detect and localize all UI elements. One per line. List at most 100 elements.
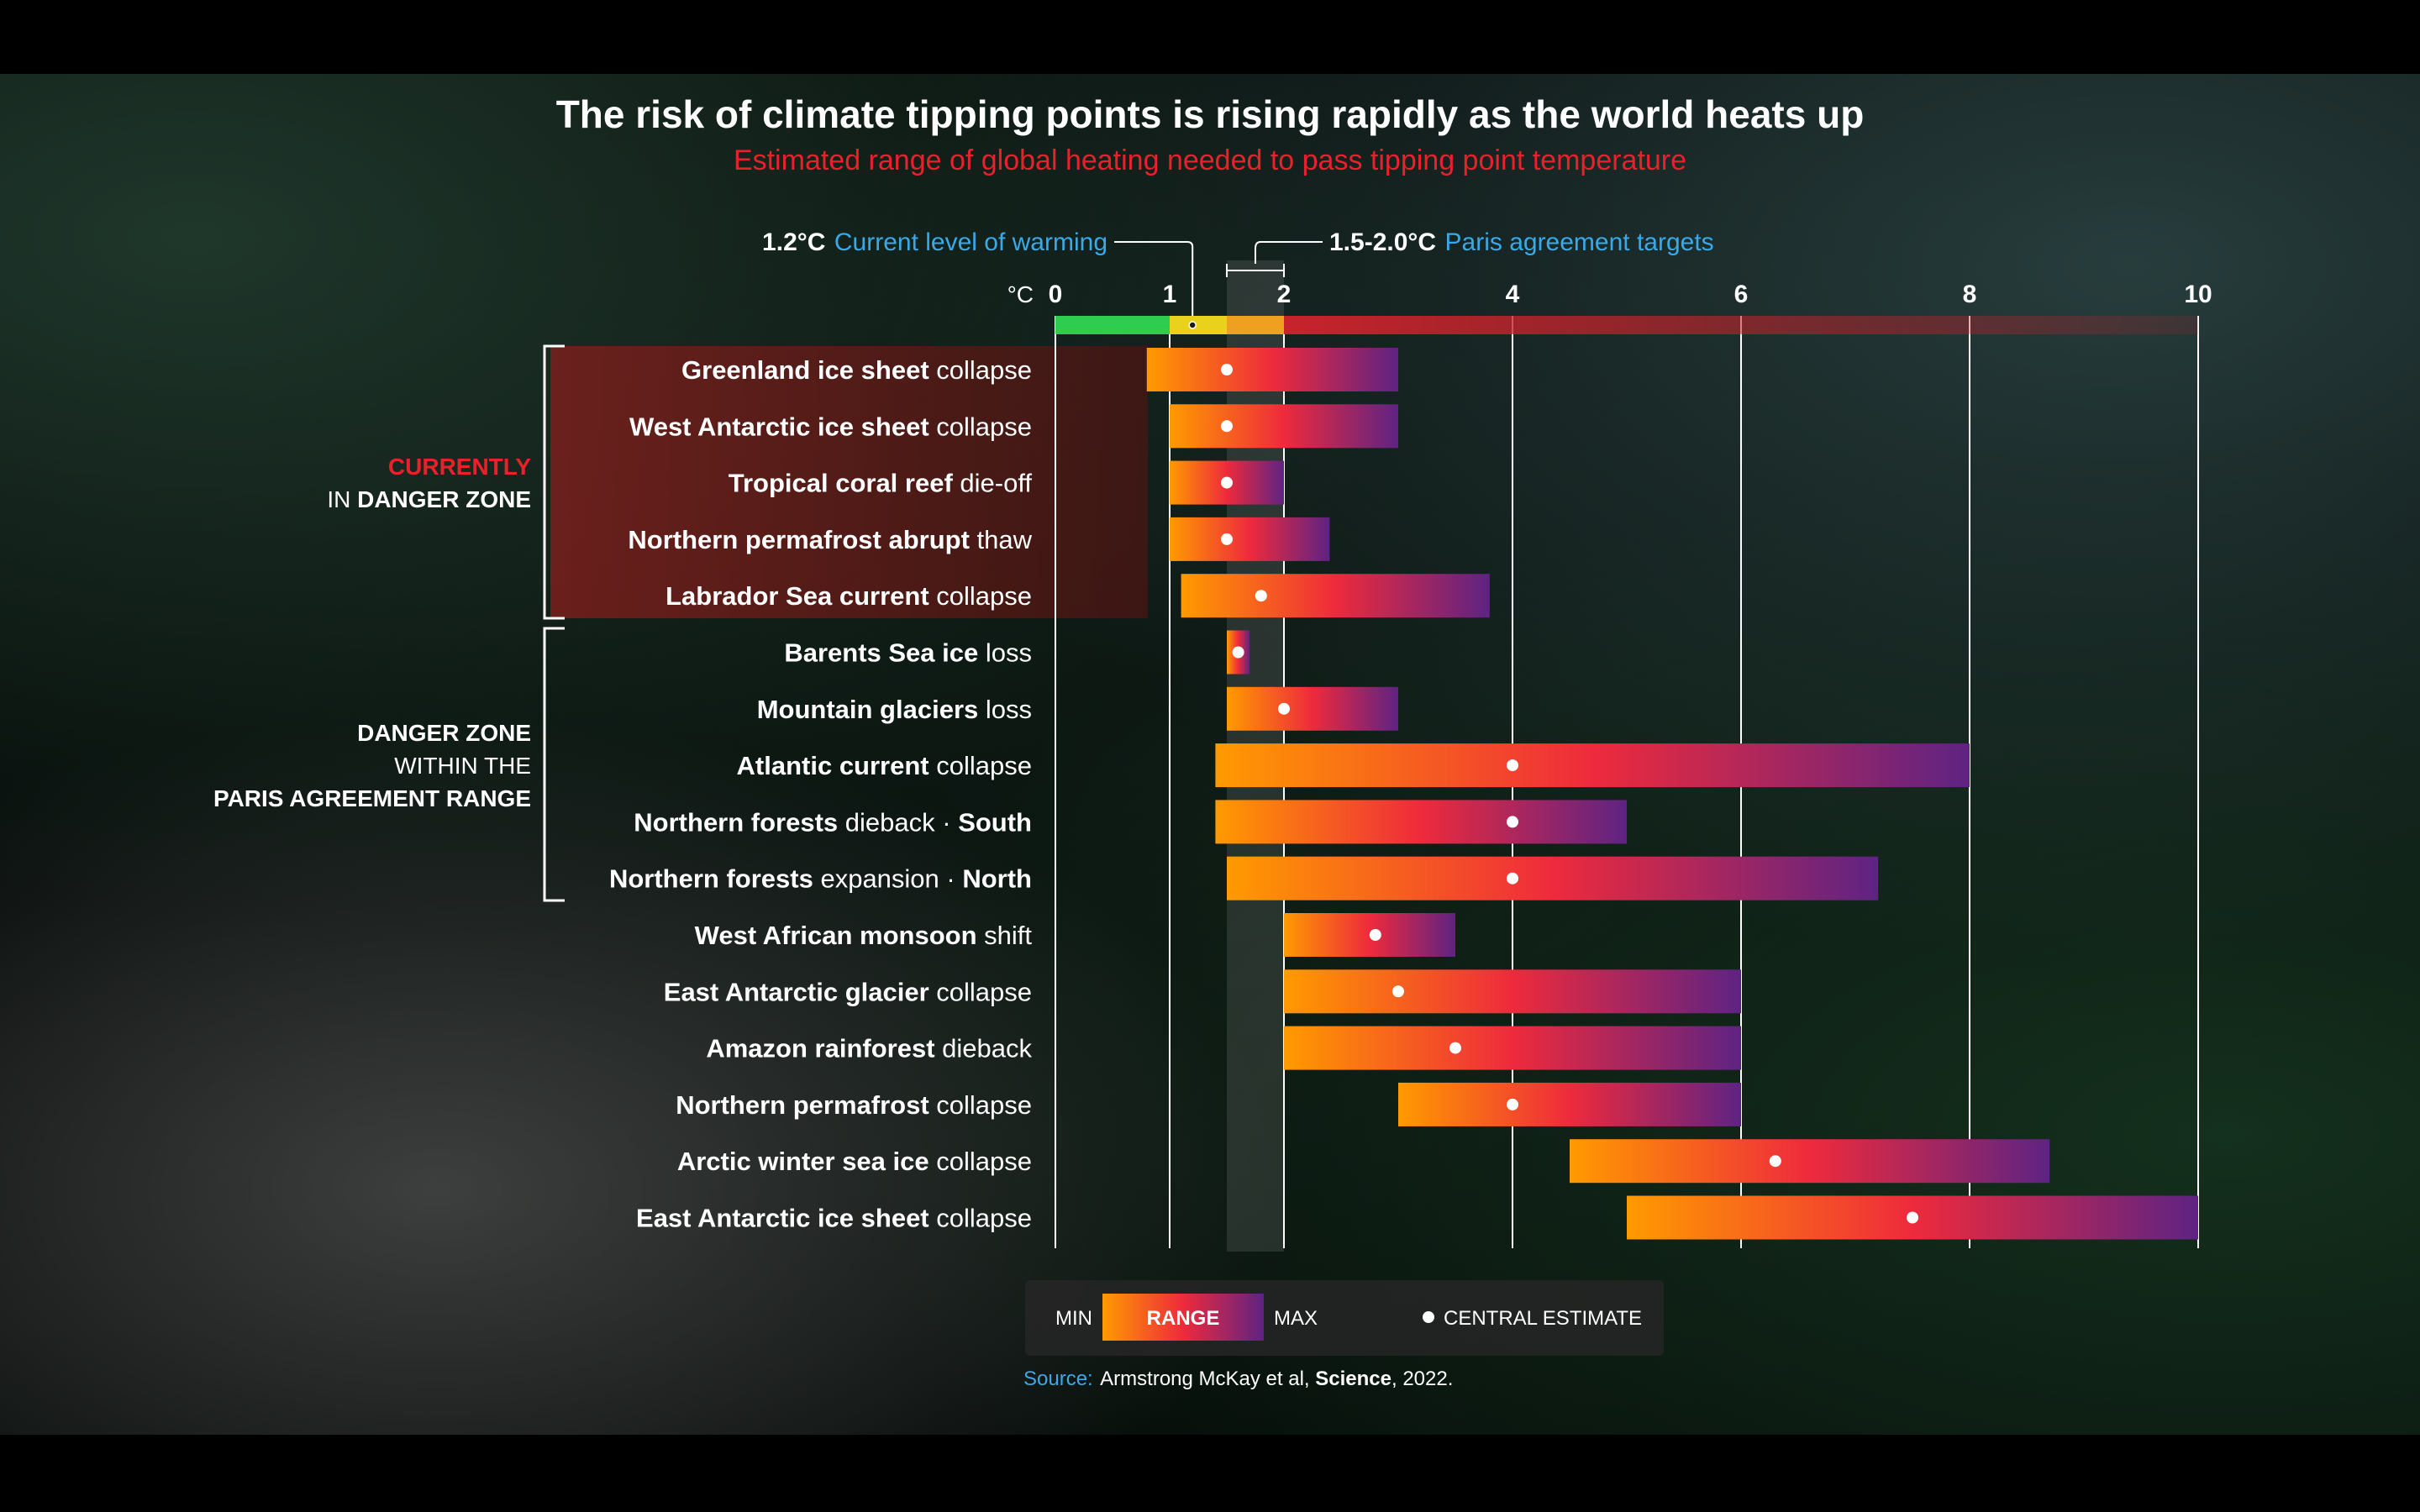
row-label-bold: Atlantic current	[737, 751, 929, 780]
row-label-rest: collapse	[929, 1147, 1032, 1176]
chart-title: The risk of climate tipping points is ri…	[556, 92, 1865, 136]
current-warming-text: Current level of warming	[834, 228, 1107, 256]
paris-group-bracket	[543, 627, 565, 902]
svg-text:CURRENTLY: CURRENTLY	[388, 454, 531, 480]
row-label: Atlantic current collapse	[737, 751, 1032, 780]
svg-text:1.2°C Current level of w: 1.2°C Current level of warming	[762, 228, 1107, 256]
row-label: Northern permafrost abrupt thaw	[628, 525, 1032, 554]
row-label: West Antarctic ice sheet collapse	[629, 412, 1032, 441]
current-danger-band	[550, 346, 1148, 618]
central-estimate-dot	[1232, 646, 1244, 659]
row-label-bold: Northern forests	[609, 864, 813, 894]
row-label: Barents Sea ice loss	[784, 638, 1032, 668]
legend-max: MAX	[1274, 1307, 1318, 1330]
group-paris-line3: PARIS AGREEMENT RANGE	[213, 785, 531, 811]
row-label: Northern permafrost collapse	[676, 1090, 1032, 1120]
current-group-bracket	[543, 344, 565, 620]
range-bar	[1227, 856, 1879, 900]
row-label-bold: West African monsoon	[695, 921, 977, 950]
row-label-rest: dieback	[935, 1034, 1033, 1063]
row-label: Northern forests expansion · North	[609, 864, 1032, 894]
central-estimate-dot	[1507, 759, 1518, 772]
axis-unit-label: °C	[1007, 281, 1034, 307]
row-label-rest: collapse	[929, 751, 1032, 780]
central-estimate-dot	[1507, 1098, 1518, 1110]
row-label: East Antarctic ice sheet collapse	[636, 1204, 1032, 1233]
row-label-bold: Northern permafrost abrupt	[628, 525, 969, 554]
paris-text: Paris agreement targets	[1445, 228, 1714, 256]
range-bar	[1227, 686, 1398, 731]
legend-central: CENTRAL ESTIMATE	[1444, 1307, 1642, 1330]
tick-label-4: 4	[1506, 281, 1520, 308]
central-estimate-dot	[1221, 420, 1233, 433]
tick-label-1: 1	[1163, 281, 1177, 308]
row-label-rest: loss	[978, 638, 1032, 668]
row-label: East Antarctic glacier collapse	[664, 977, 1032, 1006]
range-bar	[1146, 348, 1398, 391]
range-bar	[1284, 1026, 1741, 1070]
row-label-rest: loss	[978, 695, 1032, 724]
svg-text:IN DANGER ZONE: IN DANGER ZONE	[327, 486, 531, 512]
row-label: Northern forests dieback · South	[634, 807, 1032, 837]
group-in: IN	[327, 486, 357, 512]
central-estimate-dot	[1507, 816, 1518, 828]
range-bar	[1215, 743, 1970, 788]
legend-min: MIN	[1055, 1307, 1092, 1330]
row-label-rest: collapse	[929, 1090, 1032, 1120]
row-label: Amazon rainforest dieback	[706, 1034, 1032, 1063]
legend-range-swatch	[1102, 1294, 1264, 1341]
source-authors: Armstrong McKay et al,	[1100, 1368, 1315, 1390]
range-bar	[1181, 574, 1490, 618]
central-estimate-dot	[1221, 533, 1233, 545]
group-paris-line2: WITHIN THE	[394, 753, 531, 779]
row-label-bold: East Antarctic ice sheet	[636, 1204, 929, 1233]
source-label: Source:	[1023, 1368, 1093, 1390]
scale-segment-0	[1055, 316, 1170, 334]
row-label-rest: expansion ·	[813, 864, 963, 894]
range-bars	[1146, 348, 2198, 1240]
range-bar	[1170, 517, 1330, 561]
row-label-bold: Northern forests	[634, 807, 838, 837]
current-warming-annotation: 1.2°C Current level of warming	[762, 228, 1194, 316]
svg-text:Source: Armstrong McKay et: Source: Armstrong McKay et al, Science, …	[1023, 1368, 1453, 1390]
group-currently: CURRENTLY	[388, 454, 531, 480]
row-label-tail: South	[958, 807, 1032, 837]
central-estimate-dot	[1278, 702, 1290, 715]
central-estimate-dot	[1449, 1042, 1461, 1054]
legend-dot	[1423, 1311, 1434, 1323]
row-label-rest: die-off	[953, 469, 1033, 498]
group-danger-zone: DANGER ZONE	[357, 486, 531, 512]
central-estimate-dot	[1221, 364, 1233, 375]
row-label: Arctic winter sea ice collapse	[677, 1147, 1032, 1176]
central-estimate-dot	[1769, 1155, 1781, 1168]
row-label: Mountain glaciers loss	[757, 695, 1032, 724]
paris-value: 1.5-2.0°C	[1329, 228, 1436, 256]
central-estimate-dot	[1369, 929, 1381, 941]
range-bar	[1284, 969, 1741, 1014]
row-label-bold: Northern permafrost	[676, 1090, 929, 1120]
row-label-rest: shift	[977, 921, 1033, 950]
central-estimate-dot	[1507, 872, 1518, 885]
temperature-scale-bar	[1055, 316, 2198, 334]
central-estimate-dot	[1221, 476, 1233, 489]
tick-label-0: 0	[1049, 281, 1063, 308]
scale-segment-1	[1170, 316, 1227, 334]
row-label-rest: dieback ·	[838, 807, 958, 837]
row-label-bold: Mountain glaciers	[757, 695, 979, 724]
central-estimate-dot	[1907, 1211, 1918, 1224]
tick-label-6: 6	[1734, 281, 1749, 308]
row-label-rest: collapse	[929, 977, 1032, 1006]
range-bar	[1215, 800, 1627, 844]
legend: MIN RANGE MAX CENTRAL ESTIMATE	[1025, 1280, 1664, 1356]
range-bar	[1170, 404, 1398, 449]
row-label-bold: Barents Sea ice	[784, 638, 978, 668]
row-label: Tropical coral reef die-off	[729, 469, 1033, 498]
x-axis-ticks: 0 1 2 4 6 8 10	[1049, 281, 2212, 308]
row-label-rest: collapse	[929, 1204, 1032, 1233]
svg-text:1.5-2.0°C Paris agreemen: 1.5-2.0°C Paris agreement targets	[1329, 228, 1714, 256]
current-warming-value: 1.2°C	[762, 228, 825, 256]
row-label-rest: collapse	[929, 355, 1032, 385]
row-label-bold: West Antarctic ice sheet	[629, 412, 929, 441]
group-paris-line1: DANGER ZONE	[357, 720, 531, 746]
